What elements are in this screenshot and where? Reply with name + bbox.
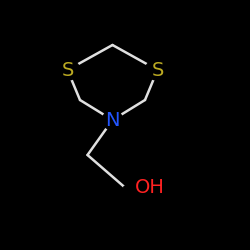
Ellipse shape <box>55 60 80 80</box>
Ellipse shape <box>102 110 122 130</box>
Ellipse shape <box>145 60 170 80</box>
Ellipse shape <box>124 186 126 189</box>
Text: N: N <box>105 110 120 130</box>
Text: S: S <box>151 60 164 80</box>
Text: OH: OH <box>135 178 165 197</box>
Text: S: S <box>61 60 74 80</box>
Ellipse shape <box>134 178 166 198</box>
